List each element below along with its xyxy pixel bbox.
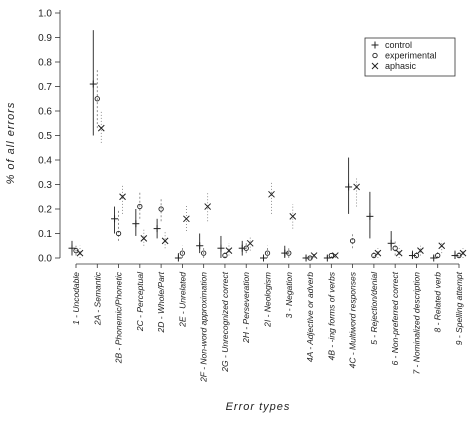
legend-label-experimental: experimental [385, 51, 437, 61]
point-aphasic [417, 247, 424, 255]
point-experimental [243, 245, 249, 251]
x-axis: 1 - Uncodable 2A - Semantic 2B - Phonemic/… [71, 263, 464, 383]
point-aphasic [140, 235, 148, 242]
x-tick-label: 2E - Unrelated [177, 272, 187, 328]
y-tick-label: 0.7 [38, 82, 52, 93]
x-tick-label: 4C - Multiword responses [348, 271, 358, 368]
x-tick-label: 9 - Spelling attempt [454, 271, 464, 345]
point-experimental [413, 252, 420, 259]
point-aphasic [289, 212, 297, 220]
x-tick-label: 8 - Related verb [433, 272, 443, 333]
x-tick-label: 2G - Unrecognized correct [220, 271, 230, 372]
point-control [153, 225, 161, 233]
point-control [132, 220, 140, 228]
x-tick-label: 2H - Perseveration [241, 272, 251, 344]
point-experimental [264, 250, 271, 256]
legend-symbol-control [371, 41, 379, 49]
x-tick-label: 4B - -ing forms of verbs [326, 271, 336, 360]
point-control [345, 183, 353, 191]
x-axis-title: Error types [226, 401, 291, 413]
point-aphasic [246, 239, 254, 247]
point-experimental [435, 252, 441, 259]
x-tick-label: 2B - Phonemic/Phonetic [114, 271, 124, 364]
point-control [89, 80, 97, 88]
y-tick-label: 0.6 [38, 107, 52, 118]
legend-label-control: control [385, 40, 412, 50]
point-aphasic [268, 190, 275, 198]
y-tick-label: 0.0 [38, 254, 52, 265]
point-control [217, 244, 225, 252]
point-control [68, 244, 76, 252]
x-tick-label: 7 - Nominalized description [411, 272, 421, 375]
y-tick-label: 1.0 [38, 9, 52, 20]
x-tick-label: 2I - Neologism [263, 272, 273, 328]
point-experimental [179, 250, 186, 256]
point-control [302, 254, 310, 262]
x-tick-label: 2C - Perceptual [135, 271, 145, 332]
point-control [387, 239, 395, 247]
point-aphasic [438, 242, 446, 250]
point-control [323, 254, 331, 262]
x-tick-label: 2D - Whole/Part [156, 271, 166, 333]
point-control [408, 252, 416, 260]
point-experimental [349, 238, 356, 244]
point-aphasic [76, 249, 84, 257]
point-aphasic [161, 237, 169, 245]
point-aphasic [331, 252, 339, 259]
point-control [451, 252, 459, 260]
y-tick-label: 0.9 [38, 33, 52, 44]
legend-symbol-aphasic [371, 62, 379, 70]
legend-label-aphasic: aphasic [385, 61, 417, 71]
legend-symbol-experimental [372, 52, 378, 59]
point-experimental [94, 96, 100, 102]
y-tick-label: 0.8 [38, 58, 52, 69]
y-tick-label: 0.3 [38, 180, 52, 191]
point-experimental [115, 230, 122, 237]
point-aphasic [119, 193, 126, 201]
x-tick-label: 6 - Non-preferred correct [390, 271, 400, 365]
point-experimental [158, 206, 164, 212]
x-tick-label: 2A - Semantic [92, 271, 102, 326]
y-tick-label: 0.5 [38, 131, 52, 142]
point-experimental [201, 250, 207, 256]
y-tick-label: 0.4 [38, 156, 52, 167]
x-tick-label: 3 - Negation [284, 272, 294, 319]
point-experimental [328, 252, 334, 259]
point-control [174, 254, 182, 262]
y-tick-label: 0.1 [38, 229, 52, 240]
point-experimental [137, 203, 143, 210]
point-experimental [392, 245, 398, 251]
point-control [196, 242, 204, 250]
point-aphasic [183, 215, 190, 223]
point-aphasic [97, 124, 105, 132]
x-tick-label: 5 - Rejection/denial [369, 271, 379, 345]
y-axis: 0.0 0.1 0.2 0.3 0.4 0.5 0.6 0.7 0.8 0.9 1.0 [38, 9, 61, 265]
y-axis-title: % of all errors [5, 102, 17, 185]
point-aphasic [310, 252, 318, 259]
y-tick-label: 0.2 [38, 205, 52, 216]
point-control [111, 215, 119, 223]
x-tick-label: 2F - Non-word approximation [199, 272, 209, 383]
point-control [430, 254, 438, 262]
point-aphasic [459, 249, 467, 257]
point-control [260, 254, 267, 262]
point-aphasic [353, 183, 360, 191]
point-control [281, 249, 289, 257]
point-control [238, 244, 246, 252]
legend-box [364, 37, 456, 77]
point-experimental [222, 252, 228, 259]
point-aphasic [374, 249, 382, 257]
x-tick-label: 1 - Uncodable [71, 272, 81, 325]
x-tick-label: 4A - Adjective or adverb [305, 272, 315, 362]
point-aphasic [225, 247, 233, 255]
point-control [366, 212, 374, 220]
point-aphasic [395, 249, 403, 257]
point-experimental [286, 250, 292, 256]
data-markers [68, 80, 467, 262]
point-aphasic [204, 203, 212, 210]
